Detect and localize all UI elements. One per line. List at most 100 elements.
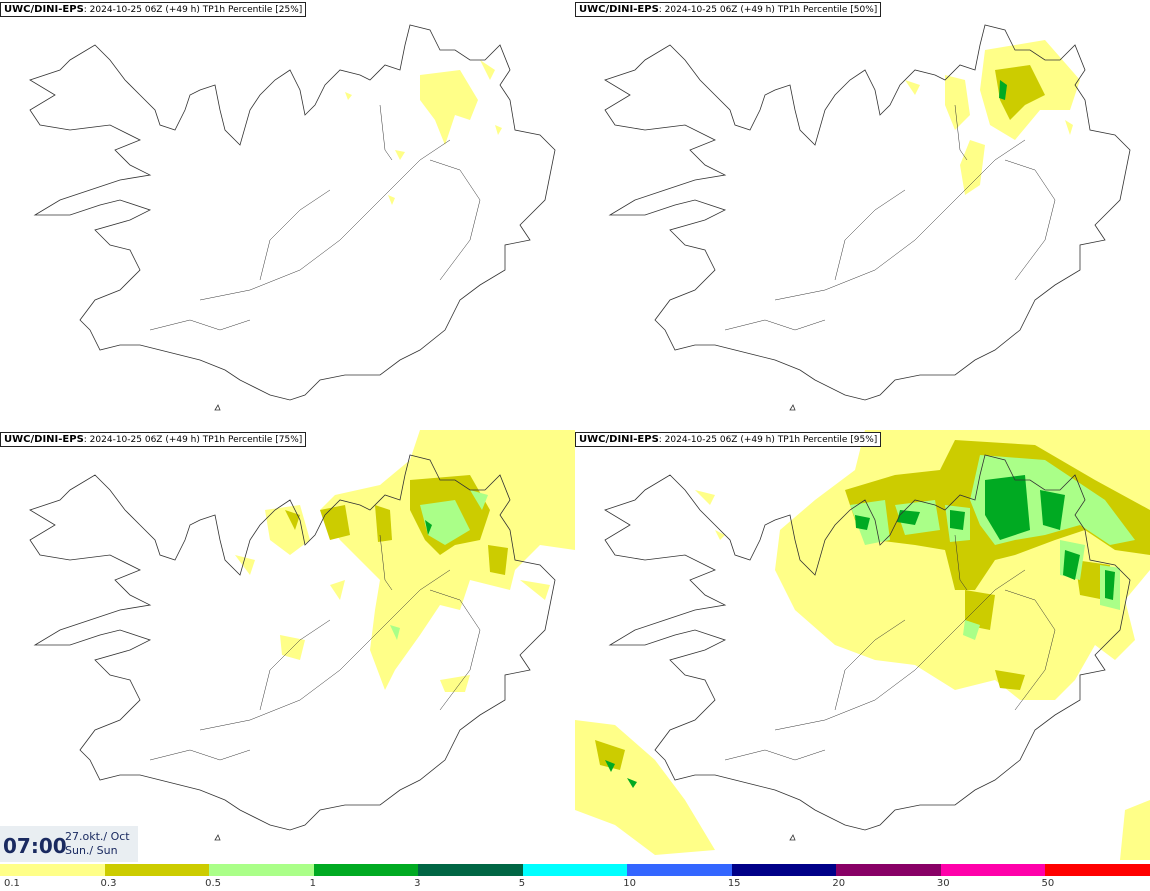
precip-area: [605, 760, 615, 772]
legend-swatch: [731, 864, 838, 876]
precip-map: [604, 24, 1131, 411]
precip-area: [488, 545, 508, 575]
precip-area: [945, 75, 970, 130]
legend-swatch: [0, 864, 106, 876]
precip-area: [627, 778, 637, 788]
legend-swatch: [209, 864, 315, 876]
precip-area: [330, 580, 345, 600]
map-panel-75: UWC/DINI-EPS: 2024-10-25 06Z (+49 h) TP1…: [0, 430, 575, 860]
precip-area: [855, 515, 870, 530]
legend-label: 10: [623, 878, 636, 889]
precip-area: [1120, 800, 1150, 860]
legend-label: 1: [309, 878, 316, 889]
legend-swatch: [313, 864, 420, 876]
percentile-label: [75%]: [275, 435, 303, 445]
day-label: Sun./ Sun: [65, 844, 118, 857]
precip-area: [695, 490, 715, 505]
precip-area: [995, 65, 1045, 120]
date-label: 27.okt./ Oct: [65, 830, 130, 843]
percentile-label: [50%]: [850, 5, 878, 15]
legend-label: 20: [832, 878, 846, 889]
precip-fill: [575, 430, 1150, 860]
legend-swatch: [418, 864, 524, 876]
precip-area: [480, 60, 495, 80]
precip-area: [1063, 550, 1080, 580]
model-name: UWC/DINI-EPS: [579, 4, 659, 15]
precip-fill: [905, 40, 1080, 195]
valid-time-box: 07:00 27.okt./ Oct Sun./ Sun: [0, 826, 138, 862]
model-name: UWC/DINI-EPS: [4, 434, 84, 445]
precip-area: [960, 140, 985, 195]
precip-area: [470, 490, 488, 510]
precip-area: [1040, 490, 1065, 530]
precip-area: [965, 590, 995, 630]
precip-area: [715, 530, 725, 540]
legend-label: 0.3: [100, 878, 117, 889]
precip-area: [395, 150, 405, 160]
legend-label: 5: [518, 878, 526, 889]
precip-map: [575, 430, 1150, 860]
precip-area: [235, 555, 255, 575]
precip-area: [388, 195, 395, 205]
coastline: [29, 24, 556, 411]
precip-area: [850, 500, 890, 545]
precip-area: [575, 720, 715, 855]
legend-label: 3: [414, 878, 421, 889]
color-legend: 0.1 0.3 0.5 1 3 5 10 15 20 30 50: [0, 864, 1150, 891]
precip-fill: [235, 430, 575, 692]
legend-label: 0.5: [205, 878, 221, 889]
legend-swatch: [104, 864, 211, 876]
legend-swatch: [627, 864, 733, 876]
precip-area: [950, 510, 965, 530]
precip-area: [1105, 570, 1115, 600]
run-info: 2024-10-25 06Z (+49 h): [664, 435, 775, 445]
variable-name: TP1h Percentile: [202, 5, 273, 15]
valid-time: 07:00: [3, 834, 67, 858]
variable-name: TP1h Percentile: [777, 5, 848, 15]
legend-swatch: [522, 864, 629, 876]
run-info: 2024-10-25 06Z (+49 h): [89, 5, 200, 15]
precip-area: [420, 500, 470, 545]
panel-title: UWC/DINI-EPS: 2024-10-25 06Z (+49 h) TP1…: [0, 2, 307, 17]
precip-area: [285, 510, 300, 530]
precip-area: [1065, 120, 1073, 135]
precip-fill: [345, 60, 502, 205]
legend-label: 0.1: [4, 878, 20, 889]
precip-area: [999, 80, 1007, 100]
precip-area: [985, 475, 1030, 540]
precip-area: [905, 80, 920, 95]
precip-area: [963, 620, 980, 640]
map-panel-50: UWC/DINI-EPS: 2024-10-25 06Z (+49 h) TP1…: [575, 0, 1150, 430]
run-info: 2024-10-25 06Z (+49 h): [89, 435, 200, 445]
precip-area: [320, 505, 350, 540]
precip-map: [29, 24, 556, 411]
legend-swatch: [836, 864, 942, 876]
legend-label: 50: [1041, 878, 1055, 889]
precip-area: [897, 510, 920, 525]
precip-area: [320, 430, 575, 690]
legend-label: 30: [936, 878, 950, 889]
run-info: 2024-10-25 06Z (+49 h): [664, 5, 775, 15]
panel-title: UWC/DINI-EPS: 2024-10-25 06Z (+49 h) TP1…: [575, 2, 882, 17]
precip-area: [440, 675, 470, 692]
precip-area: [345, 92, 352, 100]
map-panel-25: UWC/DINI-EPS: 2024-10-25 06Z (+49 h) TP1…: [0, 0, 575, 430]
precip-area: [420, 70, 478, 145]
legend-label: 15: [727, 878, 741, 889]
precip-area: [520, 580, 550, 600]
model-name: UWC/DINI-EPS: [579, 434, 659, 445]
map-panel-95: UWC/DINI-EPS: 2024-10-25 06Z (+49 h) TP1…: [575, 430, 1150, 860]
panel-title: UWC/DINI-EPS: 2024-10-25 06Z (+49 h) TP1…: [575, 432, 882, 447]
precip-map: [29, 430, 575, 841]
model-name: UWC/DINI-EPS: [4, 4, 84, 15]
percentile-label: [25%]: [275, 5, 303, 15]
precip-area: [595, 740, 625, 770]
panel-title: UWC/DINI-EPS: 2024-10-25 06Z (+49 h) TP1…: [0, 432, 307, 447]
legend-swatch: [940, 864, 1047, 876]
precip-area: [390, 625, 400, 640]
variable-name: TP1h Percentile: [777, 435, 848, 445]
percentile-label: [95%]: [850, 435, 878, 445]
precip-area: [375, 505, 392, 542]
legend-swatch: [1045, 864, 1150, 876]
variable-name: TP1h Percentile: [202, 435, 273, 445]
